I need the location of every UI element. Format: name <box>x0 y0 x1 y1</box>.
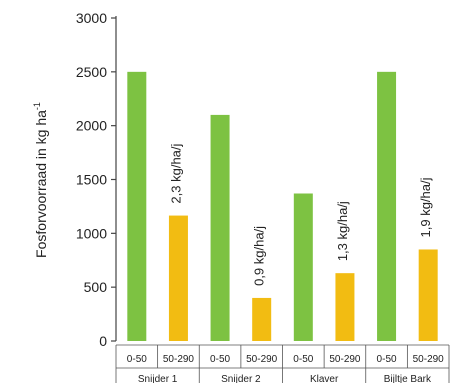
category-label: 0-50 <box>127 354 147 365</box>
y-tick-label: 500 <box>84 279 108 295</box>
bar-snijder-1-50-290 <box>168 215 188 341</box>
category-label: 50-290 <box>413 354 445 365</box>
bar-annotation: 0,9 kg/ha/j <box>252 226 267 286</box>
y-tick-label: 1500 <box>76 172 107 188</box>
y-tick-label: 2000 <box>76 118 107 134</box>
group-label: Snijder 2 <box>221 374 261 383</box>
bar-bijltje-bark-50-290 <box>418 249 438 341</box>
bar-klaver-50-290 <box>335 273 355 341</box>
category-label: 0-50 <box>210 354 230 365</box>
y-tick-label: 2500 <box>76 64 107 80</box>
bar-annotation: 1,9 kg/ha/j <box>418 177 433 237</box>
category-label: 50-290 <box>163 354 195 365</box>
y-tick-label: 3000 <box>76 10 107 26</box>
y-tick-label: 0 <box>99 333 107 349</box>
category-label: 0-50 <box>293 354 313 365</box>
category-label: 50-290 <box>246 354 278 365</box>
group-label: Snijder 1 <box>138 374 178 383</box>
category-label: 50-290 <box>329 354 361 365</box>
bar-annotations: 2,3 kg/ha/j 0,9 kg/ha/j 1,3 kg/ha/j 1,9 kg/… <box>168 143 433 285</box>
y-tick-label: 1000 <box>76 225 107 241</box>
category-label: 0-50 <box>377 354 397 365</box>
y-axis: 0 500 1000 1500 2000 2500 3000 <box>76 10 117 349</box>
bars <box>127 71 438 342</box>
category-axis-table: 0-50 50-290 Snijder 1 0-50 50-290 Snijder 2 0-… <box>115 344 450 383</box>
group-label: Klaver <box>310 374 339 383</box>
bar-klaver-0-50 <box>293 193 313 341</box>
bar-annotation: 2,3 kg/ha/j <box>168 143 183 203</box>
bar-snijder-2-0-50 <box>210 114 230 342</box>
bar-bijltje-bark-0-50 <box>377 71 397 341</box>
y-axis-title: Fosforvoorraad in kg ha-1 <box>32 102 49 258</box>
group-label: Bijltje Bark <box>384 374 432 383</box>
bar-snijder-2-50-290 <box>252 297 272 341</box>
bar-annotation: 1,3 kg/ha/j <box>335 201 350 261</box>
bar-snijder-1-0-50 <box>127 71 147 341</box>
